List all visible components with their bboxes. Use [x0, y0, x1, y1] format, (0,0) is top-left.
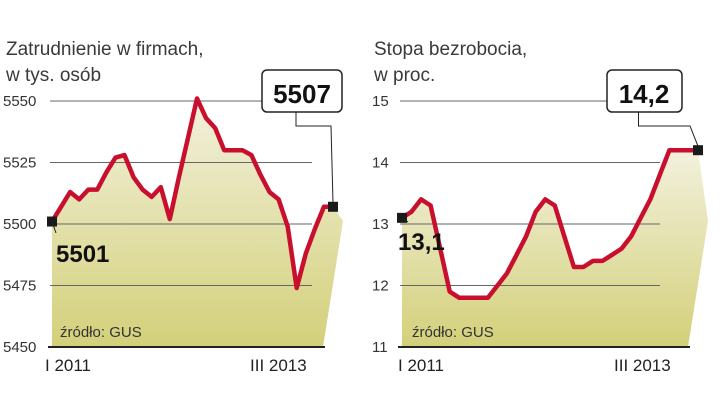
employment-series-line	[49, 96, 336, 291]
unemployment-plot: 15 14 13 12 11	[372, 69, 708, 356]
employment-title: Zatrudnienie w firmach,	[6, 39, 203, 60]
unemployment-subtitle: w proc.	[373, 65, 435, 86]
employment-y-tick-label: 5550	[3, 93, 36, 110]
employment-start-leader	[51, 221, 57, 234]
employment-area-fill	[52, 98, 343, 347]
unemployment-callout-leader	[638, 112, 699, 147]
unemployment-chart: Stopa bezrobocia, w proc. źródło: GUS I …	[373, 39, 671, 375]
employment-end-marker	[328, 201, 338, 212]
unemployment-start-leader	[401, 217, 409, 223]
unemployment-title: Stopa bezrobocia,	[374, 39, 527, 60]
unemployment-callout-box	[606, 69, 683, 113]
employment-plot: 5550 5525 5500 5475 5450	[3, 69, 343, 356]
unemployment-source: źródło: GUS	[412, 324, 494, 341]
employment-callout-leader	[295, 112, 334, 203]
unemployment-start-value: 13,1	[398, 229, 445, 256]
unemployment-series-line	[399, 147, 701, 301]
unemployment-y-tick-label: 12	[372, 278, 389, 295]
unemployment-y-tick-label: 11	[372, 339, 388, 356]
employment-end-value: 5507	[273, 79, 331, 109]
employment-y-tick-label: 5450	[3, 339, 36, 356]
unemployment-y-tick-label: 13	[372, 216, 389, 233]
employment-x-label-end: III 2013	[250, 356, 307, 375]
employment-start-value: 5501	[56, 241, 109, 268]
employment-x-label-start: I 2011	[45, 356, 91, 375]
unemployment-area-fill	[402, 150, 708, 347]
employment-source: źródło: GUS	[60, 324, 142, 341]
unemployment-x-label-end: III 2013	[614, 356, 671, 375]
unemployment-end-marker	[693, 145, 703, 156]
unemployment-y-tick-label: 14	[372, 155, 389, 172]
employment-callout-box	[261, 69, 343, 113]
unemployment-end-value: 14,2	[619, 79, 670, 109]
unemployment-y-tick-label: 15	[372, 93, 389, 110]
employment-y-tick-label: 5525	[3, 155, 36, 172]
unemployment-x-label-start: I 2011	[398, 356, 444, 375]
employment-subtitle: w tys. osób	[5, 65, 101, 86]
employment-y-tick-label: 5500	[3, 216, 36, 233]
employment-chart: Zatrudnienie w firmach, w tys. osób źród…	[5, 39, 331, 375]
employment-y-tick-label: 5475	[3, 278, 36, 295]
